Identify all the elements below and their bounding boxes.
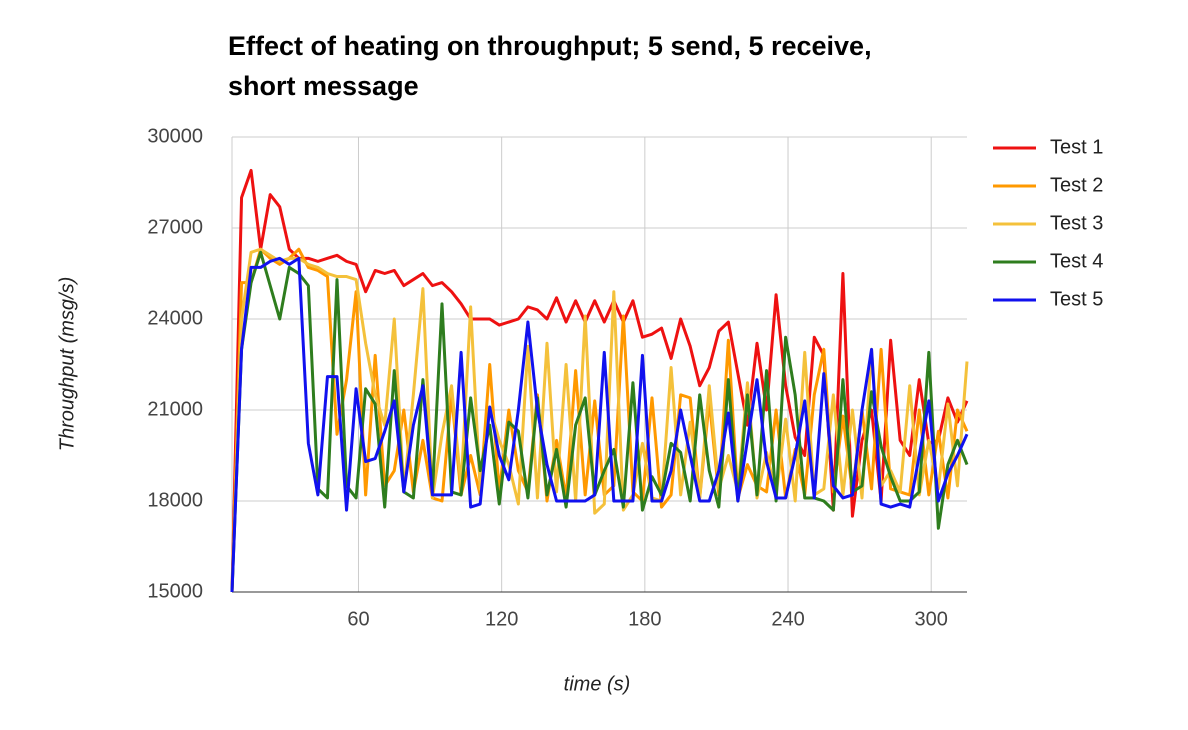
y-tick-label: 21000 <box>147 398 203 420</box>
series-line <box>230 168 969 593</box>
series-line <box>230 256 969 593</box>
y-tick-label: 27000 <box>147 216 203 238</box>
y-tick-label: 24000 <box>147 307 203 329</box>
x-tick-label: 300 <box>915 608 948 630</box>
series-line <box>230 250 969 593</box>
legend-label: Test 5 <box>1050 288 1103 310</box>
x-tick-label: 60 <box>347 608 369 630</box>
y-tick-label: 18000 <box>147 489 203 511</box>
x-tick-label: 180 <box>628 608 661 630</box>
series-line <box>230 247 969 593</box>
x-tick-label: 120 <box>485 608 518 630</box>
y-tick-label: 30000 <box>147 125 203 147</box>
legend-label: Test 4 <box>1050 250 1103 272</box>
y-axis-label: Throughput (msg/s) <box>56 277 78 452</box>
chart-title: Effect of heating on throughput; 5 send,… <box>228 31 872 101</box>
series-line <box>230 247 969 593</box>
y-tick-label: 15000 <box>147 580 203 602</box>
legend-label: Test 3 <box>1050 212 1103 234</box>
x-axis-label: time (s) <box>564 673 631 695</box>
x-tick-label: 240 <box>771 608 804 630</box>
legend-label: Test 1 <box>1050 136 1103 158</box>
legend-label: Test 2 <box>1050 174 1103 196</box>
